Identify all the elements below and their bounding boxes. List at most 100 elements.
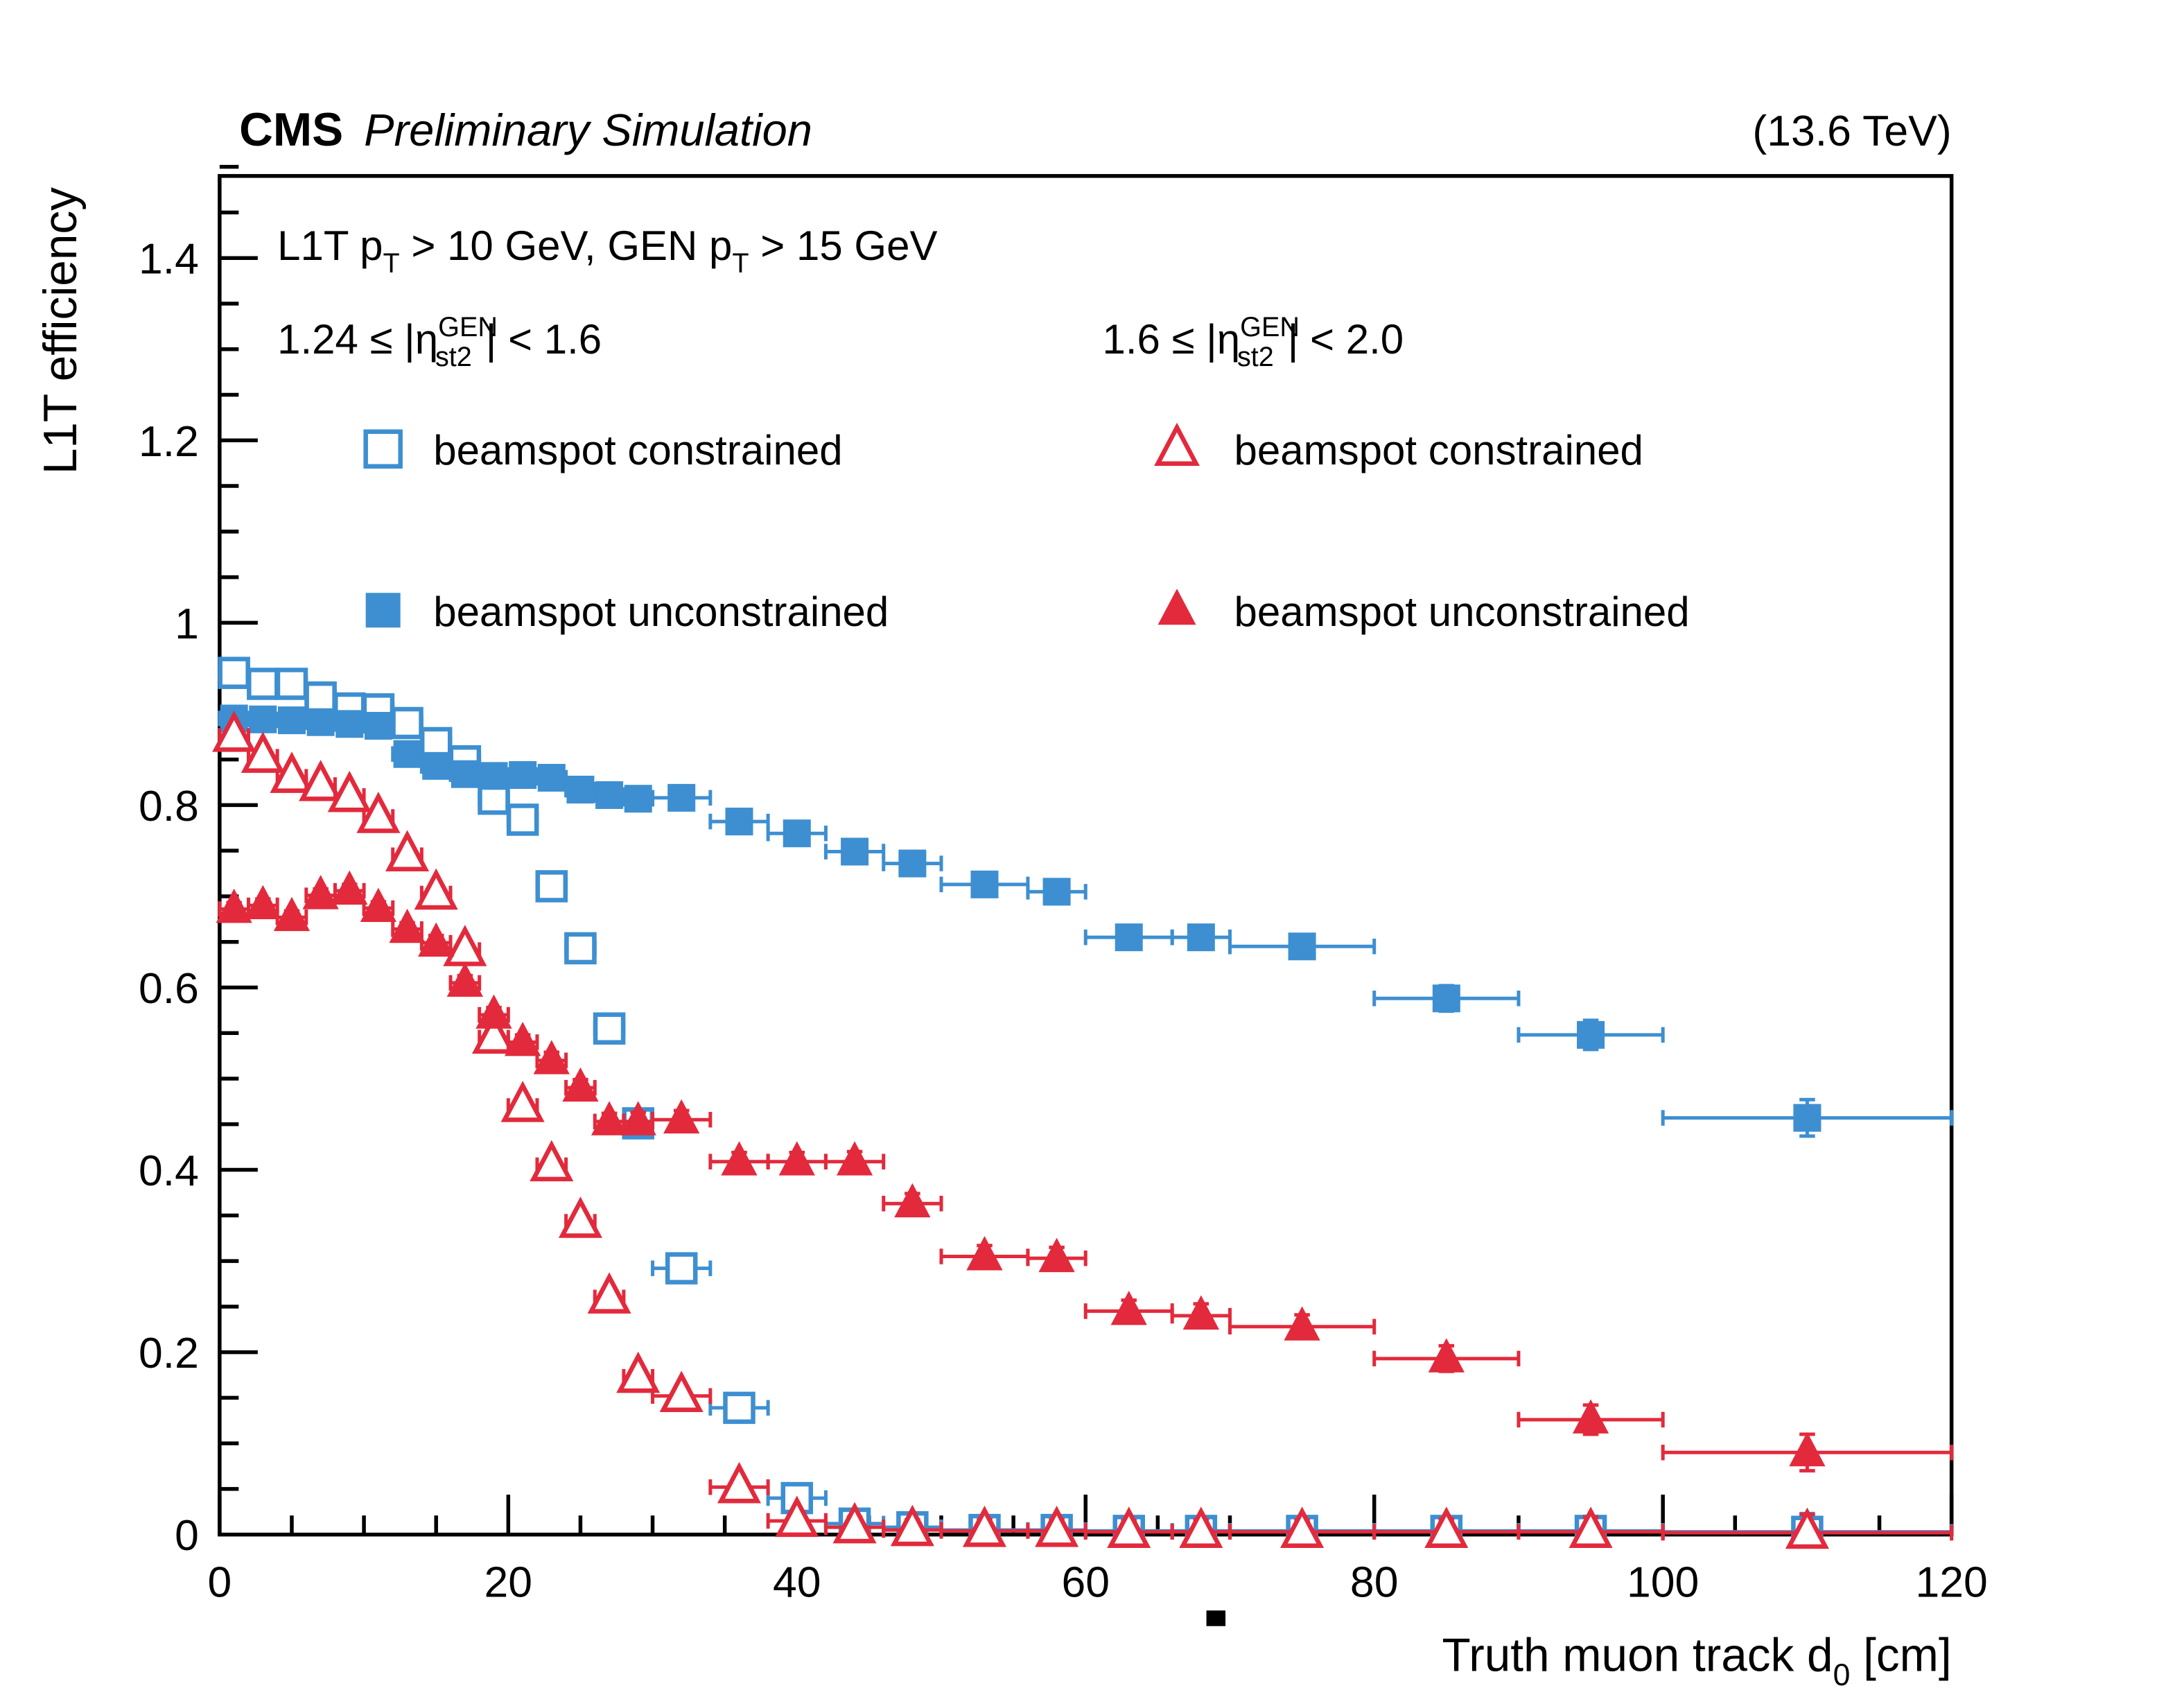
series-eta-1p6-2p0-beamspot-unconstrained <box>216 870 1954 1473</box>
eta-1p6-2p0-beamspot-unconstrained-marker <box>721 1141 758 1176</box>
eta-1p6-2p0-beamspot-unconstrained-marker <box>966 1236 1003 1271</box>
triangle-filled-icon <box>533 1040 570 1074</box>
y-tick-label: 1.4 <box>139 235 199 284</box>
eta-1p6-2p0-beamspot-constrained-marker <box>616 1351 661 1393</box>
eta-1p6-2p0-beamspot-constrained-marker <box>890 1504 934 1547</box>
eta-1p24-1p6-beamspot-unconstrained-marker <box>393 740 421 768</box>
eta-1p6-2p0-beamspot-constrained-marker <box>558 1196 602 1238</box>
eta-1p24-1p6-beamspot-unconstrained-marker <box>1432 984 1460 1013</box>
triangle-open-icon <box>558 1196 602 1238</box>
y-tick-label: 1 <box>175 600 199 648</box>
eta-1p6-2p0-beamspot-constrained-marker <box>270 751 314 793</box>
eta-1p24-1p6-beamspot-unconstrained-marker <box>1042 878 1071 906</box>
y-tick-label: 0.8 <box>139 782 199 830</box>
eta-1p6-2p0-beamspot-unconstrained-marker <box>1284 1306 1320 1341</box>
x-tick-label: 0 <box>207 1558 231 1607</box>
eta-1p6-2p0-beamspot-unconstrained-marker <box>418 922 455 957</box>
triangle-filled-icon <box>1038 1237 1075 1273</box>
eta-1p24-1p6-beamspot-constrained-marker <box>247 668 279 700</box>
eta-1p6-2p0-beamspot-unconstrained-marker <box>591 1101 628 1135</box>
square-filled-icon <box>566 776 595 804</box>
energy-label: (13.6 TeV) <box>1752 107 1951 155</box>
eta-1p24-1p6-beamspot-constrained-marker <box>304 681 337 714</box>
square-open-icon <box>304 681 337 714</box>
legend-item-eta-1p24-1p6-beamspot-unconstrained: beamspot unconstrained <box>365 589 889 635</box>
square-open-icon <box>564 932 597 965</box>
legend-item-label: beamspot constrained <box>433 427 842 473</box>
triangle-open-icon <box>356 792 401 833</box>
eta-1p24-1p6-beamspot-unconstrained-marker <box>306 708 335 736</box>
eta-1p6-2p0-beamspot-unconstrained-marker <box>1789 1431 1826 1467</box>
eta-1p24-1p6-beamspot-unconstrained-marker <box>841 837 869 866</box>
eta-1p6-2p0-beamspot-constrained-marker <box>717 1461 762 1504</box>
y-tick-label: 0.2 <box>139 1329 199 1377</box>
triangle-filled-icon <box>1789 1431 1826 1467</box>
triangle-open-icon <box>962 1506 1007 1547</box>
eta-1p6-2p0-beamspot-constrained-marker <box>299 760 343 801</box>
square-open-icon <box>535 870 568 903</box>
eta-1p24-1p6-beamspot-unconstrained-marker <box>277 706 306 735</box>
eta-1p6-2p0-beamspot-constrained-marker <box>500 1081 545 1122</box>
eta-1p6-2p0-beamspot-constrained-marker <box>212 711 256 752</box>
eta-1p6-2p0-beamspot-unconstrained-marker <box>1110 1290 1147 1325</box>
eta-1p6-2p0-beamspot-constrained-marker <box>1424 1506 1469 1548</box>
triangle-filled-icon <box>1284 1306 1320 1341</box>
triangle-filled-icon <box>360 887 397 923</box>
x-axis-title: Truth muon track d0 [cm] <box>1442 1630 1951 1692</box>
legend-item-label: beamspot constrained <box>1234 427 1643 473</box>
eta-1p24-1p6-beamspot-unconstrained-marker <box>364 711 392 740</box>
eta-1p6-2p0-beamspot-constrained-marker <box>659 1370 704 1412</box>
eta-1p6-2p0-beamspot-unconstrained-marker <box>505 1021 541 1056</box>
triangle-open-icon <box>299 760 343 801</box>
legend-item-eta-1p6-2p0-beamspot-unconstrained: beamspot unconstrained <box>1157 589 1690 635</box>
eta-1p6-2p0-beamspot-constrained-marker <box>530 1140 574 1182</box>
triangle-filled-icon <box>562 1067 599 1102</box>
eta-1p6-2p0-beamspot-unconstrained-marker <box>1182 1295 1219 1330</box>
eta-1p24-1p6-beamspot-constrained-marker <box>391 706 423 740</box>
square-filled-icon <box>1187 923 1215 952</box>
triangle-filled-icon <box>721 1141 758 1176</box>
eta-1p24-1p6-beamspot-unconstrained-marker <box>667 783 696 812</box>
triangle-filled-icon <box>273 896 311 932</box>
triangle-filled-icon <box>302 875 339 909</box>
eta-1p24-1p6-beamspot-constrained-marker <box>665 1252 698 1285</box>
square-filled-icon <box>451 760 479 788</box>
triangle-open-icon <box>832 1502 877 1544</box>
eta-1p24-1p6-beamspot-unconstrained-marker <box>335 710 364 738</box>
triangle-filled-icon <box>778 1141 815 1176</box>
square-open-icon <box>665 1252 698 1285</box>
eta-1p24-1p6-beamspot-unconstrained-marker <box>783 819 811 848</box>
eta-1p6-2p0-beamspot-unconstrained-marker <box>446 962 483 997</box>
triangle-open-icon <box>530 1140 574 1182</box>
triangle-open-icon <box>890 1504 934 1547</box>
eta-1p24-1p6-beamspot-constrained-marker <box>506 803 539 836</box>
triangle-open-icon <box>1569 1506 1613 1548</box>
eta-1p6-2p0-beamspot-constrained-marker <box>962 1506 1007 1547</box>
legend-item-eta-1p6-2p0-beamspot-constrained: beamspot constrained <box>1154 422 1643 473</box>
y-tick-label: 0.6 <box>139 964 199 1013</box>
series-eta-1p24-1p6-beamspot-unconstrained <box>218 704 1954 1138</box>
eta-1p6-2p0-beamspot-constrained-marker <box>1785 1507 1829 1549</box>
square-filled-icon <box>898 849 927 878</box>
eta-1p24-1p6-beamspot-unconstrained-marker <box>1115 923 1143 952</box>
triangle-filled-icon <box>446 962 483 997</box>
triangle-filled-icon <box>1110 1290 1147 1325</box>
triangle-open-icon <box>1035 1506 1079 1547</box>
eta-1p24-1p6-beamspot-constrained-marker <box>564 932 597 965</box>
eta-1p6-2p0-beamspot-unconstrained-marker <box>894 1183 931 1218</box>
triangle-filled-icon <box>1182 1295 1219 1330</box>
legend-item-label: beamspot unconstrained <box>433 589 889 635</box>
triangle-filled-icon <box>331 870 368 905</box>
square-filled-icon <box>783 819 811 848</box>
square-filled-icon <box>1793 1104 1822 1132</box>
eta-1p6-2p0-beamspot-unconstrained-marker <box>331 870 368 905</box>
eta-1p6-2p0-beamspot-unconstrained-marker <box>273 896 311 932</box>
eta-1p6-2p0-beamspot-unconstrained-marker <box>778 1141 815 1176</box>
eta-1p6-2p0-beamspot-constrained-marker <box>587 1272 631 1314</box>
y-axis-title: L1T efficiency <box>35 187 87 474</box>
eta-1p24-1p6-beamspot-unconstrained-marker <box>725 808 753 836</box>
eta-1p24-1p6-beamspot-unconstrained-marker <box>422 751 451 780</box>
square-filled-icon <box>249 705 277 733</box>
